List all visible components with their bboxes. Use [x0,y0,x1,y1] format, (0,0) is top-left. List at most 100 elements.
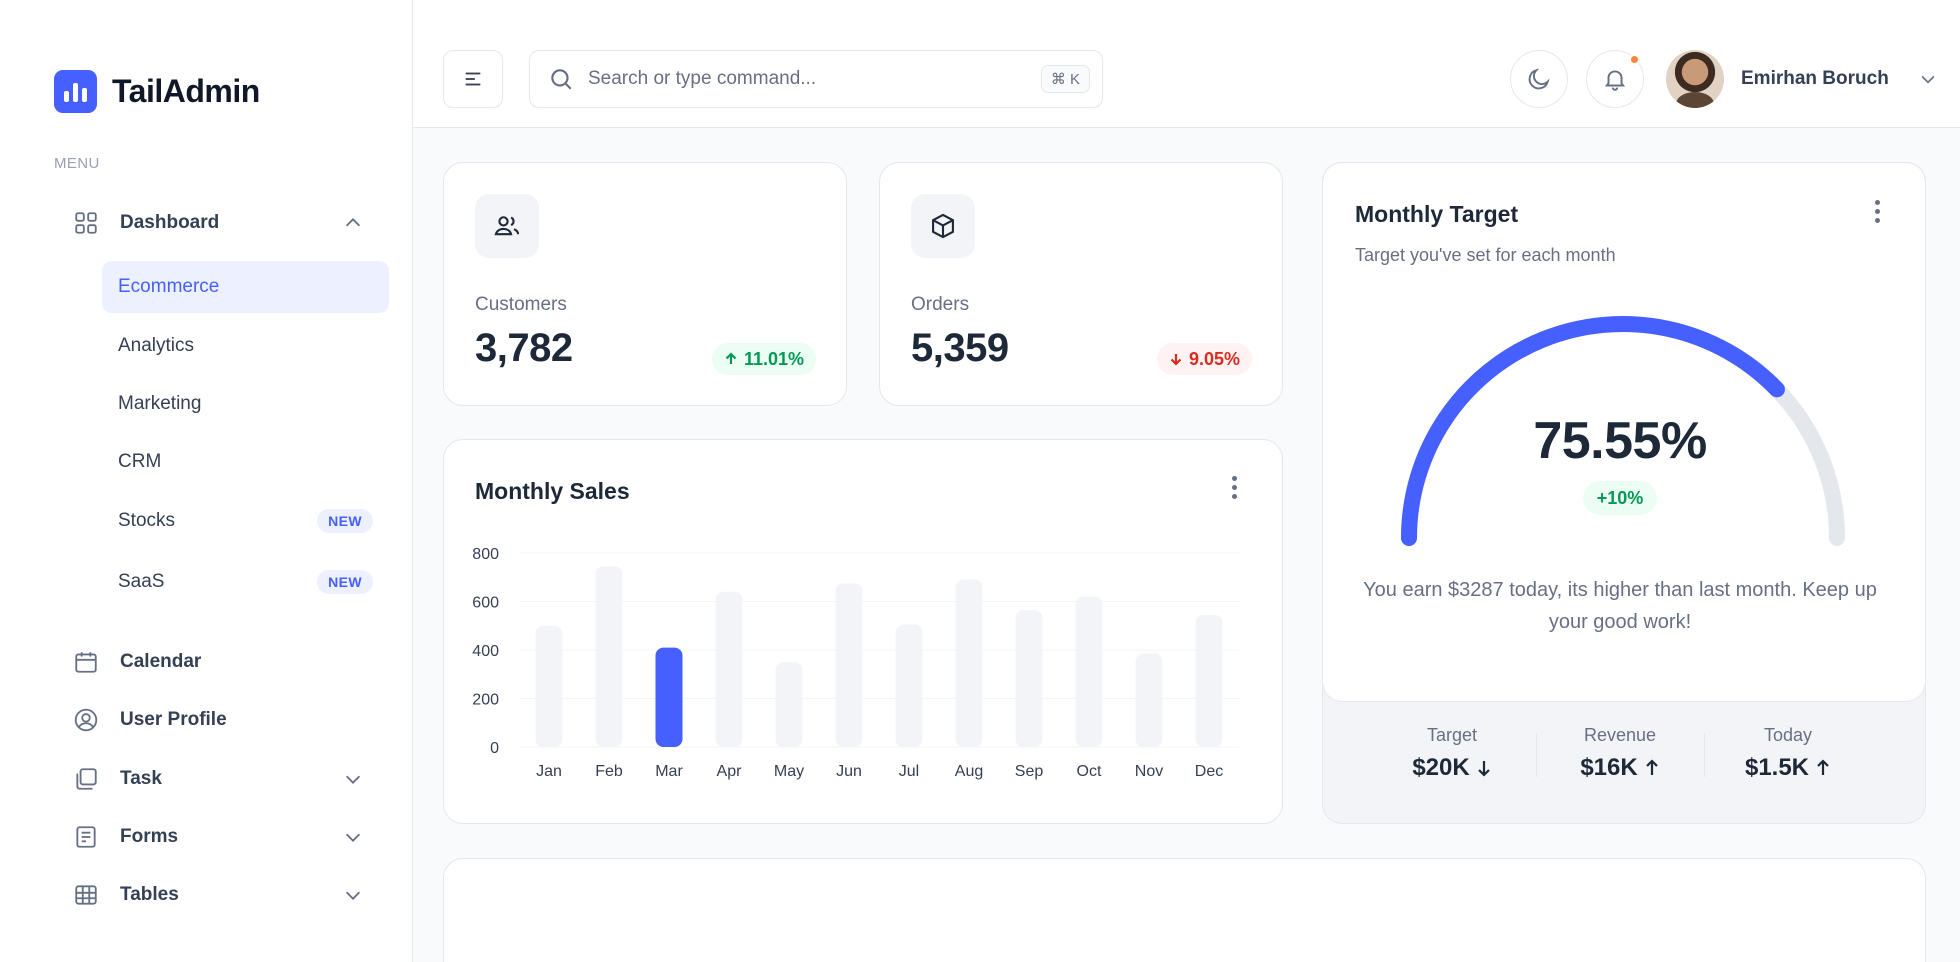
bar-apr[interactable] [715,591,743,747]
x-tick-label: Aug [955,763,983,780]
chevron-down-icon [342,768,364,790]
bar-jun[interactable] [835,583,863,747]
sidebar-item-label: Tables [120,884,179,905]
sidebar-subitem-ecommerce[interactable]: Ecommerce [102,261,389,313]
user-name[interactable]: Emirhan Boruch [1741,68,1889,89]
sidebar-item-label: Calendar [120,651,202,672]
sidebar-item-forms[interactable]: Forms [72,815,372,859]
bar-aug[interactable] [955,579,983,747]
menu-section-label: MENU [54,155,100,172]
change-badge: +10% [1583,481,1657,515]
toggle-sidebar-button[interactable] [443,50,503,108]
change-value: 9.05% [1188,348,1240,369]
sidebar: TailAdmin MENU Dashboard Ecommerce Analy… [0,0,413,962]
stat-revenue: Revenue $16K [1536,725,1704,782]
avatar[interactable] [1666,50,1724,108]
arrow-down-icon [1170,354,1182,366]
target-stats: Target $20K Revenue $16K Today $1.5K [1323,691,1917,815]
chevron-down-icon[interactable] [1918,69,1938,89]
grid-icon [72,209,100,237]
x-tick-label: Apr [717,763,743,780]
bar-dec[interactable] [1195,614,1223,747]
statistics-card [443,858,1926,962]
task-icon [72,765,100,793]
stat-value-text: $20K [1412,753,1470,781]
sidebar-subitem-label: Analytics [118,335,195,356]
x-tick-label: Nov [1135,763,1163,780]
metric-value: 5,359 [911,326,1009,370]
stat-value: $1.5K [1704,754,1872,782]
x-tick-label: Jun [836,763,862,780]
theme-toggle-button[interactable] [1510,50,1568,108]
bar-oct[interactable] [1075,596,1103,747]
box-icon [911,194,975,258]
target-message: You earn $3287 today, its higher than la… [1363,579,1877,633]
sidebar-item-user-profile[interactable]: User Profile [72,698,372,742]
logo-icon [54,70,97,113]
stat-today: Today $1.5K [1704,725,1872,782]
metric-value: 3,782 [475,326,573,370]
search-icon [551,69,572,90]
sidebar-item-calendar[interactable]: Calendar [72,640,372,684]
sidebar-item-task[interactable]: Task [72,757,372,801]
sidebar-subitem-label: CRM [118,451,162,472]
bar-jul[interactable] [895,624,923,747]
sidebar-subitem-marketing[interactable]: Marketing [102,378,389,430]
sidebar-subitem-saas[interactable]: SaaS NEW [102,556,389,608]
calendar-icon [72,648,100,676]
change-badge: 11.01% [711,343,816,375]
sidebar-subitem-label: SaaS [118,571,165,592]
sidebar-item-label: User Profile [120,709,227,730]
chevron-up-icon [342,212,364,234]
change-badge: 9.05% [1156,343,1252,375]
search-shortcut-hint: ⌘ K [1040,65,1090,93]
notification-dot [1629,54,1640,65]
arrow-down-icon [1477,760,1490,777]
stat-value: $20K [1368,754,1536,782]
search-input[interactable]: Search or type command... ⌘ K [529,50,1103,108]
sidebar-item-tables[interactable]: Tables [72,873,372,917]
moon-icon [1528,68,1550,90]
monthly-sales-chart: 0 200 400 600 800 Jan Feb Mar Apr May Jun Jul Aug Sep… [472,546,1239,780]
x-tick-label: May [774,763,804,780]
app-name: TailAdmin [112,73,260,109]
y-tick-label: 200 [472,692,499,709]
sidebar-subitem-stocks[interactable]: Stocks NEW [102,495,389,547]
sidebar-subitem-analytics[interactable]: Analytics [102,320,389,372]
chevron-down-icon [342,884,364,906]
card-title: Monthly Target [1355,201,1519,227]
sidebar-item-dashboard[interactable]: Dashboard [72,201,372,245]
x-tick-label: Jan [536,763,562,780]
search-placeholder: Search or type command... [588,68,817,89]
table-icon [72,881,100,909]
bar-may[interactable] [775,662,803,747]
x-tick-label: Mar [655,763,683,780]
bar-sep[interactable] [1015,609,1043,747]
forms-icon [72,823,100,851]
more-options-icon[interactable] [1865,199,1889,223]
card-title: Monthly Sales [475,478,630,504]
stat-label: Revenue [1583,724,1657,745]
bar-mar[interactable] [655,647,683,747]
bar-feb[interactable] [595,566,623,747]
sidebar-subitem-label: Marketing [118,393,202,414]
arrow-up-icon [1817,758,1829,775]
x-tick-label: Dec [1195,763,1223,780]
bar-jan[interactable] [535,625,563,747]
notifications-button[interactable] [1586,50,1644,108]
x-tick-label: Sep [1015,763,1044,780]
sidebar-subitem-crm[interactable]: CRM [102,436,389,488]
stat-value-text: $1.5K [1744,753,1810,781]
bell-icon [1604,70,1626,91]
app-logo[interactable]: TailAdmin [54,70,260,113]
users-icon [475,194,539,258]
sidebar-item-label: Dashboard [120,212,220,233]
more-options-icon[interactable] [1222,475,1246,499]
stat-label: Today [1763,724,1813,745]
bar-nov[interactable] [1135,653,1163,747]
new-badge: NEW [317,570,373,594]
target-gauge [1401,316,1845,546]
orders-card: Orders 5,359 9.05% [879,162,1283,406]
menu-icon [465,72,481,86]
gauge-progress [1401,316,1785,546]
